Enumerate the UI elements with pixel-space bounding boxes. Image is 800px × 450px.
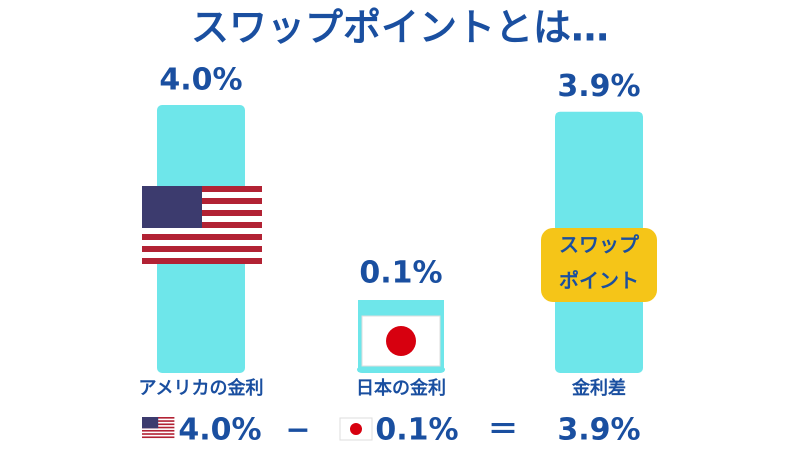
formula-operator: ＝ (488, 413, 518, 448)
badge (541, 228, 657, 302)
small-japan-flag (339, 417, 373, 441)
value-label: 0.1% (359, 256, 442, 291)
japan-flag (358, 300, 444, 372)
formula-value: 0.1% (375, 413, 458, 448)
small-us-flag (142, 417, 175, 439)
category-label: アメリカの金利 (138, 377, 263, 399)
formula-value: 4.0% (178, 413, 261, 448)
badge-line: ポイント (559, 269, 639, 293)
badge-line: スワップ (559, 233, 640, 257)
us-flag (142, 186, 262, 264)
value-label: 4.0% (159, 63, 242, 98)
formula-operator: − (285, 413, 310, 448)
formula-value: 3.9% (557, 413, 640, 448)
value-label: 3.9% (557, 69, 640, 104)
category-label: 金利差 (571, 377, 626, 399)
category-label: 日本の金利 (356, 377, 446, 399)
title: スワップポイントとは… (191, 6, 609, 50)
